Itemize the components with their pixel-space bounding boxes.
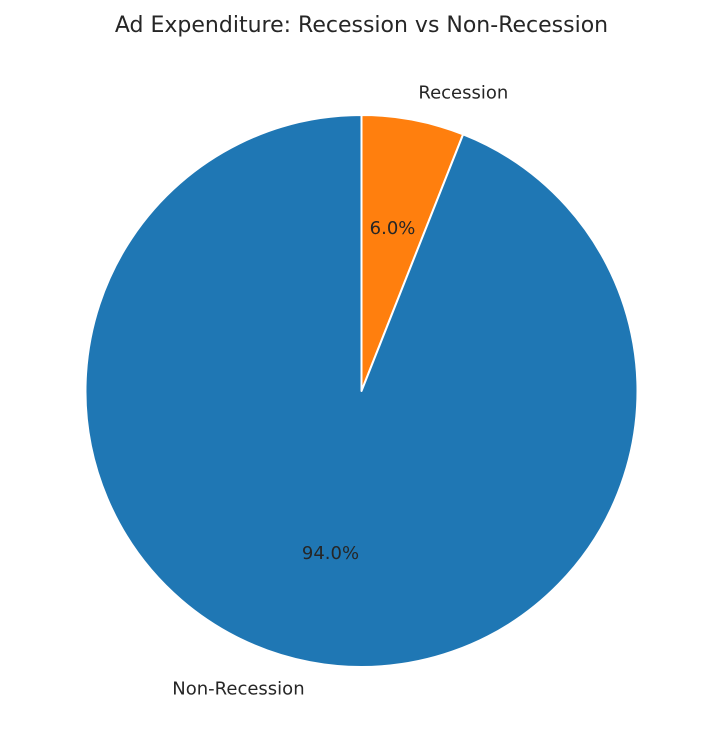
pie-slice-non-recession bbox=[84, 114, 639, 668]
slice-label-non-recession: Non-Recession bbox=[172, 679, 304, 700]
slice-label-recession: Recession bbox=[418, 82, 508, 103]
pct-label-non-recession: 94.0% bbox=[302, 543, 359, 564]
chart-title: Ad Expenditure: Recession vs Non-Recessi… bbox=[115, 13, 608, 38]
pct-label-recession: 6.0% bbox=[370, 218, 416, 239]
pie-slices bbox=[84, 114, 639, 668]
pie-labels: 6.0% Recession 94.0% Non-Recession bbox=[172, 82, 508, 699]
